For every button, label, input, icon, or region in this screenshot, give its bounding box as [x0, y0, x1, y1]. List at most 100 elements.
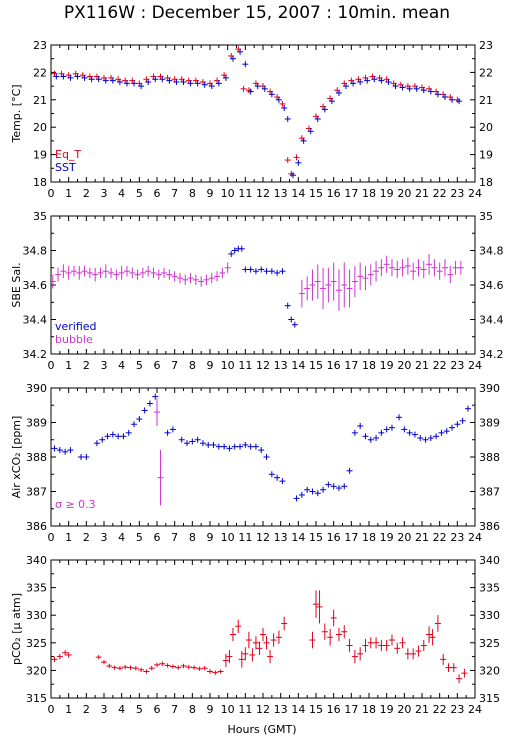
y-tick-label-right: 20: [479, 121, 493, 134]
x-tick-label: 4: [118, 531, 125, 544]
x-tick-label: 1: [65, 531, 72, 544]
y-tick-label-right: 19: [479, 149, 493, 162]
x-tick-label: 11: [238, 531, 252, 544]
x-tick-label: 1: [65, 187, 72, 200]
x-tick-label: 6: [154, 531, 161, 544]
legend-entry: SST: [55, 161, 76, 174]
x-tick-label: 17: [344, 359, 358, 372]
y-tick-label-right: 340: [479, 554, 500, 567]
x-tick-label: 18: [362, 531, 376, 544]
y-tick-label-right: 34.4: [479, 314, 504, 327]
panel-3: 0 1 2 3 4 5 6 7 8 9 10 11 12 13 14 15 16 17 18 19 20 21 22 23 24…: [10, 382, 500, 544]
y-tick-label-right: 320: [479, 664, 500, 677]
x-tick-label: 16: [327, 359, 341, 372]
x-tick-label: 11: [238, 703, 252, 716]
x-tick-label: 8: [189, 703, 196, 716]
y-tick-label-right: 34.8: [479, 245, 504, 258]
series-1: [51, 46, 461, 177]
plot-frame: [50, 44, 476, 183]
y-tick-label-left: 34.4: [23, 314, 48, 327]
x-tick-label: 14: [291, 531, 305, 544]
y-tick-label-left: 388: [26, 451, 47, 464]
x-tick-label: 7: [171, 703, 178, 716]
y-tick-label-right: 330: [479, 609, 500, 622]
x-tick-label: 3: [101, 359, 108, 372]
series-1: [228, 245, 298, 328]
x-tick-label: 24: [468, 187, 482, 200]
x-tick-label: 20: [397, 703, 411, 716]
y-tick-label-right: 335: [479, 582, 500, 595]
x-tick-label: 19: [380, 187, 394, 200]
y-tick-label-right: 34.6: [479, 279, 504, 292]
x-tick-label: 4: [118, 359, 125, 372]
x-tick-label: 16: [327, 187, 341, 200]
x-tick-label: 7: [171, 187, 178, 200]
y-tick-label-left: 389: [26, 417, 47, 430]
panel-1: 0 1 2 3 4 5 6 7 8 9 10 11 12 13 14 15 16 17 18 19 20 21 22 23 24…: [10, 39, 493, 200]
x-tick-label: 10: [221, 359, 235, 372]
annotation: σ ≥ 0.3: [55, 498, 96, 511]
y-tick-label-left: 35: [33, 210, 47, 223]
x-tick-label: 17: [344, 703, 358, 716]
y-tick-label-right: 21: [479, 94, 493, 107]
x-tick-label: 6: [154, 187, 161, 200]
x-tick-label: 21: [415, 703, 429, 716]
x-tick-label: 23: [450, 359, 464, 372]
plot-frame: [50, 387, 476, 527]
x-tick-label: 13: [274, 359, 288, 372]
x-tick-label: 13: [274, 187, 288, 200]
y-axis-label: Air xCO₂ [ppm]: [10, 416, 23, 499]
y-tick-label-right: 390: [479, 382, 500, 395]
y-tick-label-left: 386: [26, 520, 47, 533]
y-tick-label-right: 387: [479, 486, 500, 499]
x-tick-label: 20: [397, 359, 411, 372]
y-tick-label-right: 18: [479, 176, 493, 189]
x-tick-label: 22: [433, 359, 447, 372]
chart-title: PX116W : December 15, 2007 : 10min. mean: [64, 3, 450, 23]
x-tick-label: 20: [397, 531, 411, 544]
x-tick-label: 8: [189, 359, 196, 372]
y-tick-label-left: 315: [26, 692, 47, 705]
y-tick-label-left: 320: [26, 664, 47, 677]
x-tick-label: 22: [433, 187, 447, 200]
x-tick-label: 16: [327, 531, 341, 544]
x-tick-label: 12: [256, 187, 270, 200]
x-tick-label: 19: [380, 531, 394, 544]
x-tick-label: 3: [101, 187, 108, 200]
x-tick-label: 5: [136, 187, 143, 200]
series-1: [51, 590, 468, 684]
x-tick-label: 23: [450, 703, 464, 716]
y-tick-label-right: 23: [479, 39, 493, 52]
y-tick-label-right: 325: [479, 637, 500, 650]
legend-entry: bubble: [55, 333, 93, 346]
x-tick-label: 15: [309, 187, 323, 200]
x-tick-label: 14: [291, 187, 305, 200]
y-tick-label-left: 19: [33, 149, 47, 162]
x-tick-label: 22: [433, 703, 447, 716]
y-tick-label-left: 20: [33, 121, 47, 134]
y-tick-label-right: 389: [479, 417, 500, 430]
x-tick-label: 8: [189, 531, 196, 544]
x-tick-label: 0: [48, 359, 55, 372]
x-tick-label: 9: [207, 703, 214, 716]
x-tick-label: 10: [221, 531, 235, 544]
y-tick-label-left: 330: [26, 609, 47, 622]
x-tick-label: 4: [118, 187, 125, 200]
x-tick-label: 13: [274, 703, 288, 716]
x-tick-label: 0: [48, 187, 55, 200]
x-tick-label: 8: [189, 187, 196, 200]
x-tick-label: 6: [154, 703, 161, 716]
x-tick-label: 7: [171, 359, 178, 372]
y-tick-label-left: 34.8: [23, 245, 48, 258]
x-tick-label: 17: [344, 531, 358, 544]
x-tick-label: 12: [256, 703, 270, 716]
y-tick-label-left: 23: [33, 39, 47, 52]
x-tick-label: 14: [291, 359, 305, 372]
y-tick-label-left: 22: [33, 66, 47, 79]
panel-4: 0 1 2 3 4 5 6 7 8 9 10 11 12 13 14 15 16 17 18 19 20 21 22 23 24…: [10, 554, 500, 716]
x-tick-label: 2: [83, 187, 90, 200]
x-tick-label: 21: [415, 359, 429, 372]
x-tick-label: 5: [136, 703, 143, 716]
x-tick-label: 13: [274, 531, 288, 544]
y-axis-label: SBE Sal.: [10, 262, 23, 307]
